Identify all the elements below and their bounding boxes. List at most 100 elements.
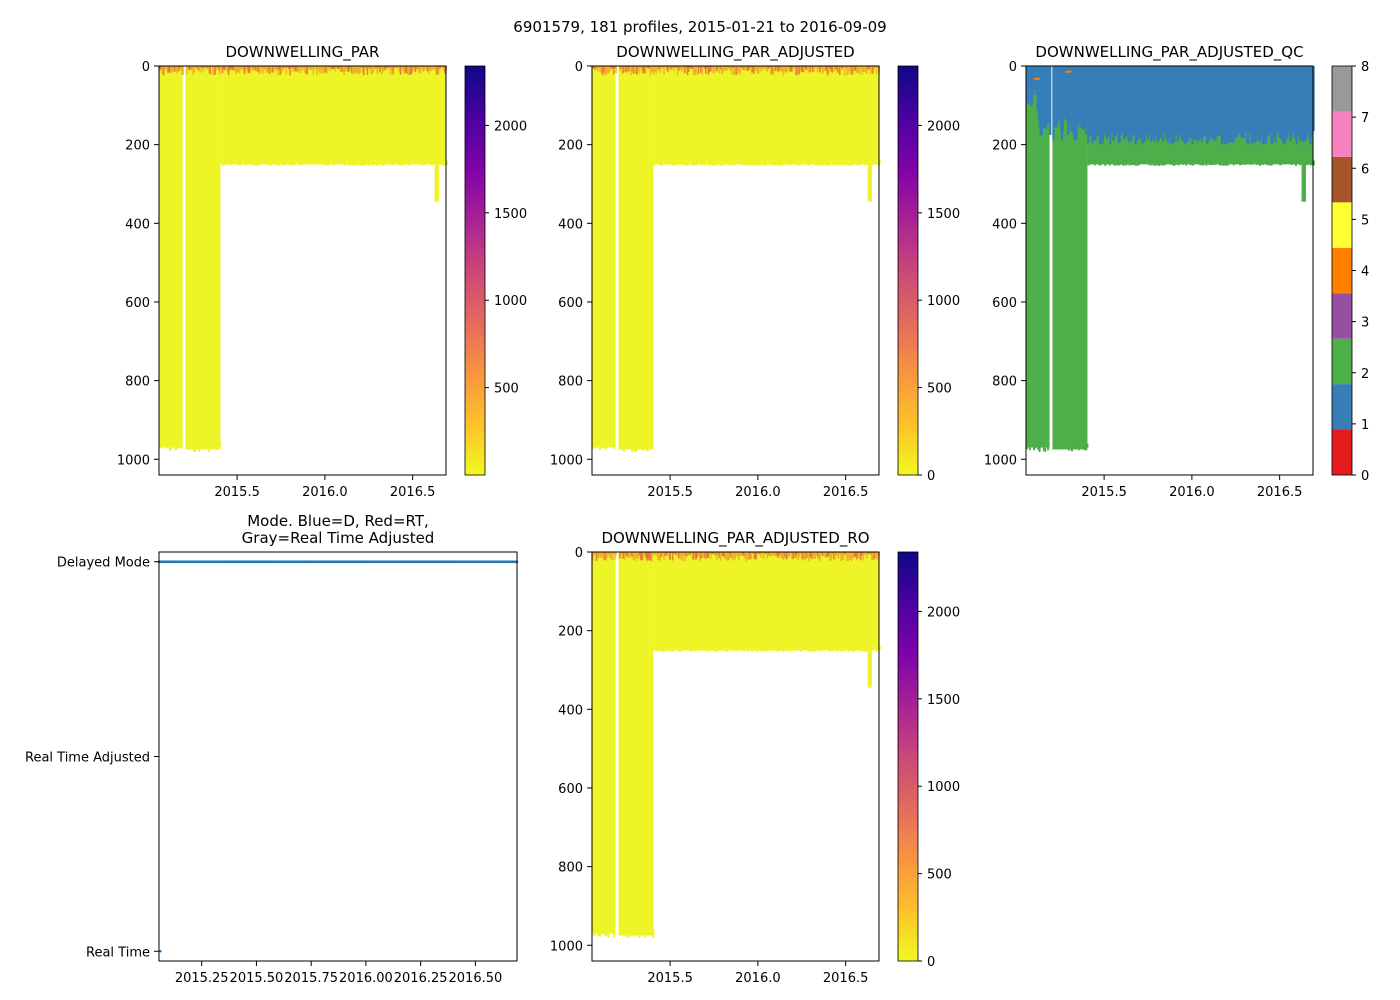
downwelling_par_adjusted-surface-cells bbox=[792, 66, 794, 69]
downwelling_par_adjusted_ro-profile-bottom bbox=[649, 929, 652, 933]
downwelling_par_adjusted-profile-bottom bbox=[825, 160, 828, 163]
downwelling_par_adjusted-surface-cells bbox=[652, 66, 654, 73]
downwelling_par_adjusted_ro-profile-bottom bbox=[627, 929, 630, 938]
data_mode-point-delayed-mode bbox=[406, 560, 410, 564]
downwelling_par_adjusted_ro-surface-cells bbox=[805, 552, 808, 558]
downwelling_par_adjusted_qc-profile-bottom bbox=[1229, 160, 1232, 165]
downwelling_par-surface-cells bbox=[333, 66, 336, 69]
downwelling_par_adjusted_ro-surface-cells bbox=[605, 552, 608, 561]
downwelling_par_adjusted_qc-profile-bottom bbox=[1227, 160, 1230, 165]
downwelling_par_adjusted_ro-surface-cells bbox=[718, 552, 721, 559]
downwelling_par_adjusted_qc-qc-flag-1-cells bbox=[1031, 66, 1034, 104]
downwelling_par-profile-bottom bbox=[408, 160, 411, 165]
downwelling_par-profile-bottom bbox=[379, 160, 382, 164]
downwelling_par_adjusted_ro-profile-bottom bbox=[774, 646, 777, 650]
downwelling_par-surface-cells bbox=[276, 66, 279, 76]
downwelling_par_adjusted_ro-surface-cells bbox=[719, 552, 722, 561]
downwelling_par_adjusted_ro-profile-bottom bbox=[752, 646, 755, 650]
downwelling_par_adjusted_ro-surface-cells bbox=[845, 552, 847, 557]
downwelling_par_adjusted_ro-surface-cells bbox=[698, 552, 701, 562]
downwelling_par-surface-cells bbox=[272, 66, 274, 73]
downwelling_par-ytick-label: 200 bbox=[125, 139, 150, 154]
downwelling_par-profile-bottom bbox=[367, 160, 370, 166]
downwelling_par_adjusted_ro-profile-bottom bbox=[796, 646, 799, 649]
downwelling_par_adjusted-profile-bottom bbox=[744, 160, 747, 163]
downwelling_par-surface-cells bbox=[237, 66, 240, 73]
downwelling_par_adjusted-profile-bottom bbox=[682, 160, 685, 164]
downwelling_par_adjusted_qc-profile-bottom bbox=[1295, 160, 1298, 164]
downwelling_par_adjusted_ro-profile-bottom bbox=[613, 929, 616, 938]
downwelling_par_adjusted_ro-surface-cells bbox=[628, 552, 631, 558]
downwelling_par-profile-bottom bbox=[311, 160, 314, 166]
downwelling_par_adjusted-surface-cells bbox=[841, 66, 844, 70]
downwelling_par-surface-cells bbox=[335, 66, 338, 69]
downwelling_par-profile-bottom bbox=[407, 160, 410, 166]
downwelling_par_adjusted_ro-surface-cells bbox=[862, 552, 864, 561]
downwelling_par_adjusted-surface-cells bbox=[765, 66, 767, 71]
data_mode-ytick-label: Real Time bbox=[86, 945, 150, 960]
downwelling_par_adjusted-profile-bottom bbox=[807, 160, 810, 164]
downwelling_par-profile-bottom bbox=[220, 160, 223, 163]
downwelling_par_adjusted-profile-bottom bbox=[779, 160, 782, 166]
downwelling_par_adjusted_qc-profile-bottom bbox=[1045, 443, 1048, 446]
downwelling_par_adjusted_ro-surface-cells bbox=[697, 552, 700, 556]
downwelling_par-profile-bottom bbox=[283, 160, 286, 166]
downwelling_par_adjusted_qc-profile-bottom bbox=[1109, 160, 1112, 163]
downwelling_par_adjusted_ro-profile-bottom bbox=[681, 646, 684, 651]
downwelling_par-surface-cells bbox=[419, 66, 422, 74]
downwelling_par_adjusted-surface-cells bbox=[840, 66, 842, 68]
downwelling_par_adjusted_qc-ytick-label: 400 bbox=[992, 217, 1017, 232]
downwelling_par_adjusted-surface-cells bbox=[642, 66, 644, 74]
downwelling_par_adjusted-profile-bottom bbox=[841, 160, 844, 166]
downwelling_par_adjusted-surface-cells bbox=[805, 66, 808, 71]
downwelling_par_adjusted-surface-cells bbox=[682, 66, 685, 69]
downwelling_par_adjusted_ro-profile-bottom bbox=[678, 646, 681, 651]
downwelling_par_adjusted-surface-cells bbox=[686, 66, 689, 76]
downwelling_par_adjusted_ro-surface-cells bbox=[647, 552, 649, 560]
data_mode-point-delayed-mode bbox=[348, 560, 352, 564]
downwelling_par_adjusted-profile-bottom bbox=[635, 443, 638, 452]
downwelling_par_adjusted_qc-profile-bottom bbox=[1303, 160, 1306, 165]
downwelling_par_adjusted_ro-surface-cells bbox=[619, 552, 621, 559]
downwelling_par-surface-cells bbox=[387, 66, 390, 70]
downwelling_par_adjusted-profile-bottom bbox=[787, 160, 790, 165]
downwelling_par_adjusted_ro-profile-bottom bbox=[847, 646, 850, 652]
downwelling_par_adjusted-profile-bottom bbox=[663, 160, 666, 165]
downwelling_par_adjusted_ro-surface-cells bbox=[709, 552, 712, 559]
data_mode-point-delayed-mode bbox=[412, 560, 415, 564]
downwelling_par_adjusted-surface-cells bbox=[768, 66, 771, 69]
downwelling_par-xtick-label: 2016.0 bbox=[302, 485, 348, 500]
downwelling_par_adjusted-surface-cells bbox=[762, 66, 765, 69]
downwelling_par_adjusted_qc-profile-bottom bbox=[1252, 160, 1255, 164]
downwelling_par_adjusted-surface-cells bbox=[693, 66, 696, 76]
data_mode-point-delayed-mode bbox=[304, 560, 308, 564]
downwelling_par_adjusted-surface-cells bbox=[599, 66, 601, 73]
downwelling_par_adjusted_ro-surface-cells bbox=[722, 552, 724, 557]
downwelling_par_adjusted-profile-bottom bbox=[593, 443, 596, 449]
downwelling_par-surface-cells bbox=[434, 66, 436, 71]
downwelling_par_adjusted_qc-profile-bottom bbox=[1124, 160, 1127, 166]
downwelling_par_adjusted-surface-cells bbox=[794, 66, 797, 76]
downwelling_par_adjusted_ro-profile-bottom bbox=[788, 646, 791, 652]
downwelling_par_adjusted_qc-colorbar-swatch bbox=[1332, 338, 1352, 385]
downwelling_par_adjusted_ro-surface-cells bbox=[682, 552, 685, 556]
downwelling_par-profile-bottom bbox=[178, 443, 181, 448]
data_mode-point-delayed-mode bbox=[201, 560, 205, 564]
downwelling_par_adjusted_ro-surface-cells bbox=[858, 552, 861, 559]
data_mode-point-delayed-mode bbox=[159, 560, 163, 564]
downwelling_par_adjusted_ro-profile-cells bbox=[592, 552, 616, 934]
downwelling_par-profile-bottom bbox=[372, 160, 375, 166]
downwelling_par_adjusted-surface-cells bbox=[824, 66, 826, 71]
downwelling_par_adjusted-surface-cells bbox=[607, 66, 610, 74]
downwelling_par_adjusted-surface-cells bbox=[632, 66, 635, 74]
downwelling_par-surface-cells bbox=[249, 66, 252, 72]
downwelling_par_adjusted_qc-profile-bottom bbox=[1220, 160, 1223, 166]
downwelling_par_adjusted-profile-bottom bbox=[833, 160, 836, 166]
downwelling_par_adjusted-surface-cells bbox=[761, 66, 764, 71]
downwelling_par_adjusted-profile-bottom bbox=[703, 160, 706, 166]
downwelling_par_adjusted-surface-cells bbox=[857, 66, 860, 73]
downwelling_par_adjusted_ro-surface-cells bbox=[732, 552, 734, 561]
downwelling_par_adjusted-profile-bottom bbox=[738, 160, 741, 163]
downwelling_par_adjusted-profile-bottom bbox=[701, 160, 704, 165]
downwelling_par_adjusted_qc-profile-bottom bbox=[1196, 160, 1199, 164]
